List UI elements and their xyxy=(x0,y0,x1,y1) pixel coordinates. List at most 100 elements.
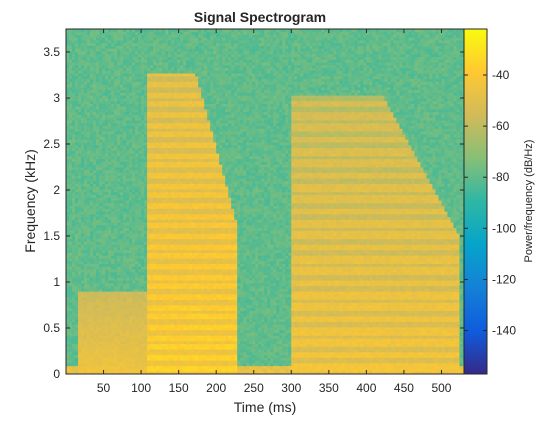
heatmap-cell xyxy=(84,258,87,261)
heatmap-cell xyxy=(72,195,75,198)
heatmap-cell xyxy=(162,92,165,95)
heatmap-cell xyxy=(114,341,117,344)
heatmap-cell xyxy=(78,338,81,341)
heatmap-cell xyxy=(171,208,174,211)
heatmap-cell xyxy=(153,173,156,176)
heatmap-cell xyxy=(159,208,162,211)
heatmap-cell xyxy=(132,153,135,156)
heatmap-cell xyxy=(141,333,144,336)
heatmap-cell xyxy=(117,360,120,363)
heatmap-cell xyxy=(93,131,96,134)
heatmap-cell xyxy=(147,117,150,120)
heatmap-cell xyxy=(117,90,120,93)
heatmap-cell xyxy=(135,275,138,278)
heatmap-cell xyxy=(150,54,153,57)
heatmap-cell xyxy=(111,225,114,228)
heatmap-cell xyxy=(117,128,120,131)
heatmap-cell xyxy=(174,327,177,330)
heatmap-cell xyxy=(174,35,177,38)
heatmap-cell xyxy=(135,230,138,233)
heatmap-cell xyxy=(180,222,183,225)
heatmap-cell xyxy=(75,109,78,112)
heatmap-cell xyxy=(84,181,87,184)
heatmap-cell xyxy=(87,280,90,283)
heatmap-cell xyxy=(81,261,84,264)
heatmap-cell xyxy=(150,109,153,112)
heatmap-cell xyxy=(99,101,102,104)
heatmap-cell xyxy=(72,68,75,71)
heatmap-cell xyxy=(144,150,147,153)
heatmap-cell xyxy=(123,195,126,198)
heatmap-cell xyxy=(81,264,84,267)
heatmap-cell xyxy=(138,137,141,140)
heatmap-cell xyxy=(72,272,75,275)
heatmap-cell xyxy=(72,59,75,62)
heatmap-cell xyxy=(81,233,84,236)
heatmap-cell xyxy=(117,84,120,87)
heatmap-cell xyxy=(108,233,111,236)
heatmap-cell xyxy=(90,32,93,35)
heatmap-cell xyxy=(165,139,168,142)
heatmap-cell xyxy=(180,173,183,176)
heatmap-cell xyxy=(168,324,171,327)
heatmap-cell xyxy=(72,126,75,129)
heatmap-cell xyxy=(87,192,90,195)
heatmap-cell xyxy=(123,366,126,369)
heatmap-cell xyxy=(126,90,129,93)
heatmap-cell xyxy=(99,115,102,118)
heatmap-cell xyxy=(108,43,111,46)
heatmap-cell xyxy=(81,134,84,137)
heatmap-cell xyxy=(162,247,165,250)
heatmap-cell xyxy=(144,104,147,107)
heatmap-cell xyxy=(141,264,144,267)
heatmap-cell xyxy=(168,178,171,181)
heatmap-cell xyxy=(81,319,84,322)
heatmap-cell xyxy=(84,95,87,98)
heatmap-cell xyxy=(120,255,123,258)
heatmap-cell xyxy=(120,294,123,297)
heatmap-cell xyxy=(171,200,174,203)
heatmap-cell xyxy=(126,173,129,176)
heatmap-cell xyxy=(162,225,165,228)
heatmap-cell xyxy=(66,349,69,352)
heatmap-cell xyxy=(78,219,81,222)
heatmap-cell xyxy=(132,239,135,242)
heatmap-cell xyxy=(126,316,129,319)
heatmap-cell xyxy=(162,294,165,297)
heatmap-cell xyxy=(123,324,126,327)
heatmap-cell xyxy=(126,32,129,35)
heatmap-cell xyxy=(165,286,168,289)
heatmap-cell xyxy=(135,65,138,68)
heatmap-cell xyxy=(78,161,81,164)
heatmap-cell xyxy=(183,302,186,305)
heatmap-cell xyxy=(138,123,141,126)
heatmap-cell xyxy=(162,178,165,181)
heatmap-cell xyxy=(132,142,135,145)
heatmap-cell xyxy=(132,344,135,347)
heatmap-cell xyxy=(111,258,114,261)
heatmap-cell xyxy=(153,333,156,336)
heatmap-cell xyxy=(93,363,96,366)
heatmap-cell xyxy=(162,137,165,140)
heatmap-cell xyxy=(99,236,102,239)
heatmap-cell xyxy=(126,84,129,87)
heatmap-cell xyxy=(72,319,75,322)
heatmap-cell xyxy=(153,360,156,363)
heatmap-cell xyxy=(123,363,126,366)
heatmap-cell xyxy=(165,62,168,65)
heatmap-cell xyxy=(69,283,72,286)
heatmap-cell xyxy=(75,181,78,184)
heatmap-cell xyxy=(72,352,75,355)
heatmap-cell xyxy=(150,283,153,286)
heatmap-cell xyxy=(168,46,171,49)
heatmap-cell xyxy=(168,222,171,225)
heatmap-cell xyxy=(81,272,84,275)
heatmap-cell xyxy=(123,170,126,173)
heatmap-cell xyxy=(156,170,159,173)
heatmap-cell xyxy=(120,65,123,68)
heatmap-cell xyxy=(120,346,123,349)
heatmap-cell xyxy=(141,186,144,189)
heatmap-cell xyxy=(81,51,84,54)
heatmap-cell xyxy=(132,244,135,247)
heatmap-cell xyxy=(96,322,99,325)
